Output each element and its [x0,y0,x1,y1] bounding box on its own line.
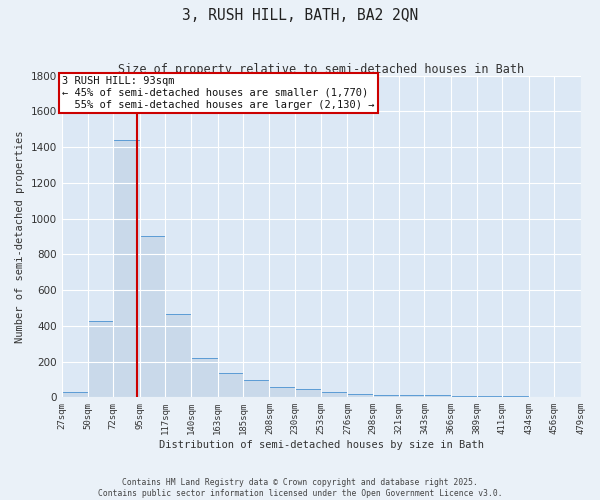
Bar [477,396,502,398]
Bar [321,392,347,398]
Bar [165,314,191,398]
Text: Contains HM Land Registry data © Crown copyright and database right 2025.
Contai: Contains HM Land Registry data © Crown c… [98,478,502,498]
Bar [373,394,399,398]
Bar [218,373,243,398]
Title: Size of property relative to semi-detached houses in Bath: Size of property relative to semi-detach… [118,62,524,76]
Text: 3 RUSH HILL: 93sqm
← 45% of semi-detached houses are smaller (1,770)
  55% of se: 3 RUSH HILL: 93sqm ← 45% of semi-detache… [62,76,375,110]
Bar [399,395,424,398]
Bar [113,140,140,398]
X-axis label: Distribution of semi-detached houses by size in Bath: Distribution of semi-detached houses by … [158,440,484,450]
Bar [269,386,295,398]
Bar [424,395,451,398]
Bar [191,358,218,398]
Bar [62,392,88,398]
Bar [451,396,477,398]
Bar [295,390,321,398]
Bar [243,380,269,398]
Y-axis label: Number of semi-detached properties: Number of semi-detached properties [15,130,25,342]
Bar [88,322,113,398]
Bar [347,394,373,398]
Text: 3, RUSH HILL, BATH, BA2 2QN: 3, RUSH HILL, BATH, BA2 2QN [182,8,418,22]
Bar [140,236,165,398]
Bar [502,396,529,398]
